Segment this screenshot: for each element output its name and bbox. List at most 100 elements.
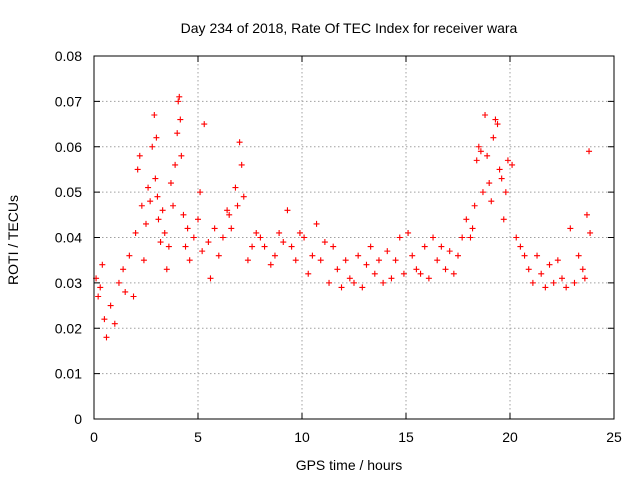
data-point [384,248,391,255]
data-point [405,229,412,236]
data-point [473,157,480,164]
grid-lines [94,56,614,419]
data-point [586,148,593,155]
data-point [513,234,520,241]
data-point [542,284,549,291]
data-point [301,234,308,241]
data-point [396,234,403,241]
y-axis-label: ROTI / TECUs [5,195,21,285]
data-point [244,257,251,264]
data-point [292,257,299,264]
x-tick-label: 5 [194,429,202,445]
data-point [500,216,507,223]
data-point [97,284,104,291]
data-points [93,93,594,341]
x-tick-label: 20 [502,429,518,445]
data-point [509,161,516,168]
data-point [138,202,145,209]
data-point [446,248,453,255]
data-point [145,184,152,191]
data-point [151,111,158,118]
data-point [498,175,505,182]
data-point [567,225,574,232]
data-point [496,166,503,173]
data-point [583,211,590,218]
data-point [529,279,536,286]
data-point [201,121,208,128]
data-point [450,270,457,277]
data-point [207,275,214,282]
data-point [103,334,110,341]
x-axis: 0 5 10 15 20 25 [90,56,622,445]
data-point [195,216,201,223]
data-point [517,243,524,250]
x-axis-label: GPS time / hours [296,457,403,473]
y-tick-label: 0.03 [55,275,82,291]
data-point [525,266,532,273]
data-point [346,275,353,282]
data-point [120,266,127,273]
data-point [296,229,303,236]
data-point [224,207,231,214]
data-point [155,216,162,223]
data-point [122,288,129,295]
data-point [249,243,256,250]
data-point [459,234,466,241]
data-point [175,98,182,105]
data-point [471,202,478,209]
data-point [238,161,245,168]
data-point [479,189,486,196]
x-tick-label: 0 [90,429,98,445]
y-tick-label: 0.08 [55,48,82,64]
data-point [147,198,154,205]
data-point [226,211,233,218]
data-point [132,229,139,236]
data-point [342,257,349,264]
y-tick-label: 0.02 [55,320,82,336]
data-point [326,279,333,286]
data-point [554,257,561,264]
data-point [284,207,291,214]
data-point [571,279,578,286]
x-tick-label: 10 [294,429,310,445]
data-point [482,111,489,118]
data-point [161,229,168,236]
data-point [177,116,184,123]
data-point [211,225,218,232]
data-point [152,175,159,182]
x-tick-label: 25 [606,429,622,445]
chart-title: Day 234 of 2018, Rate Of TEC Index for r… [181,20,518,36]
data-point [95,293,102,300]
data-point [157,239,164,246]
data-point [504,157,511,164]
data-point [575,252,582,259]
y-tick-label: 0.01 [55,366,82,382]
data-point [550,279,557,286]
y-tick-label: 0.06 [55,139,82,155]
data-point [190,234,197,241]
data-point [228,225,235,232]
data-point [115,279,122,286]
data-point [469,225,476,232]
data-point [271,252,278,259]
data-point [413,266,420,273]
data-point [205,239,212,246]
data-point [484,152,491,159]
y-tick-label: 0.04 [55,230,82,246]
data-point [587,229,594,236]
data-point [563,284,570,291]
data-point [184,225,191,232]
data-point [215,252,222,259]
data-point [321,239,328,246]
data-point [417,270,424,277]
data-point [438,243,445,250]
data-point [521,252,528,259]
data-point [159,207,166,214]
data-point [234,202,241,209]
data-point [174,130,181,137]
data-point [494,121,501,128]
data-point [409,252,416,259]
data-point [359,284,366,291]
data-point [134,166,141,173]
data-point [288,243,295,250]
